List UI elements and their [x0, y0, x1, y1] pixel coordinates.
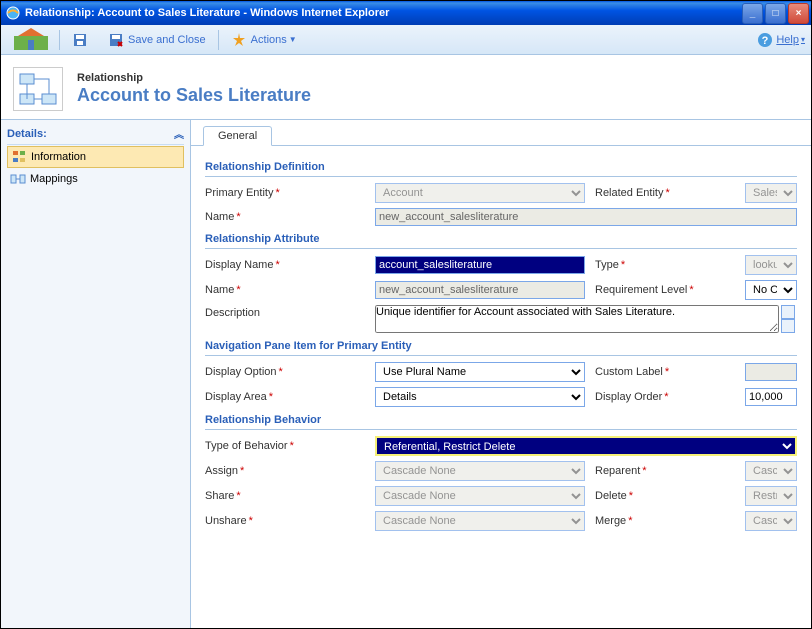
description-field[interactable]: Unique identifier for Account associated… — [375, 305, 779, 333]
dropdown-icon: ▾ — [801, 35, 805, 44]
name-field[interactable] — [375, 208, 797, 226]
desc-btn-up[interactable] — [781, 305, 795, 319]
assign-label: Assign* — [205, 465, 365, 477]
display-area-label: Display Area* — [205, 391, 365, 403]
merge-field[interactable]: Cascade All — [745, 511, 797, 531]
crm-logo — [7, 25, 55, 55]
relationship-icon — [13, 67, 63, 111]
attrname-field[interactable] — [375, 281, 585, 299]
delete-field[interactable]: Restrict — [745, 486, 797, 506]
help-label: Help — [776, 34, 799, 46]
related-entity-label: Related Entity* — [595, 187, 735, 199]
sidebar-section-label: Details: — [7, 128, 47, 140]
actions-icon — [231, 32, 247, 48]
tabstrip: General — [191, 124, 811, 146]
actions-button[interactable]: Actions ▼ — [225, 30, 303, 50]
share-field[interactable]: Cascade None — [375, 486, 585, 506]
behavior-type-row: Type of Behavior* Referential, Restrict … — [205, 436, 797, 456]
section-definition: Relationship Definition — [205, 158, 797, 177]
description-label: Description — [205, 305, 365, 319]
merge-label: Merge* — [595, 515, 735, 527]
save-icon — [72, 32, 88, 48]
window-buttons: _ □ × — [742, 3, 809, 24]
unshare-label: Unshare* — [205, 515, 365, 527]
mappings-icon — [10, 171, 26, 187]
main-panel: General Relationship Definition Primary … — [191, 120, 811, 628]
displayname-field[interactable] — [375, 256, 585, 274]
display-order-field[interactable] — [745, 388, 797, 406]
save-close-label: Save and Close — [128, 34, 206, 46]
save-close-icon — [108, 32, 124, 48]
tab-general[interactable]: General — [203, 126, 272, 146]
nav-grid: Display Option* Use Plural Name Custom L… — [205, 362, 797, 407]
attrname-label: Name* — [205, 284, 365, 296]
window: Relationship: Account to Sales Literatur… — [0, 0, 812, 629]
separator — [218, 30, 219, 50]
attribute-grid: Display Name* Type* lookup Name* Require… — [205, 255, 797, 333]
page-header: Relationship Account to Sales Literature — [1, 55, 811, 120]
displayname-label: Display Name* — [205, 259, 365, 271]
custom-label-field[interactable] — [745, 363, 797, 381]
save-button[interactable] — [66, 30, 98, 50]
separator — [59, 30, 60, 50]
maximize-button[interactable]: □ — [765, 3, 786, 24]
definition-grid: Primary Entity* Account Related Entity* … — [205, 183, 797, 226]
header-super: Relationship — [77, 72, 311, 84]
dropdown-icon: ▼ — [289, 35, 297, 44]
actions-label: Actions — [251, 34, 287, 46]
titlebar: Relationship: Account to Sales Literatur… — [1, 1, 811, 25]
sidebar-item-label: Information — [31, 151, 86, 163]
section-behavior: Relationship Behavior — [205, 411, 797, 430]
minimize-button[interactable]: _ — [742, 3, 763, 24]
header-labels: Relationship Account to Sales Literature — [77, 72, 311, 106]
type-label: Type* — [595, 259, 735, 271]
sidebar-item-information[interactable]: Information — [7, 146, 184, 168]
section-attribute: Relationship Attribute — [205, 230, 797, 249]
behavior-type-label: Type of Behavior* — [205, 440, 365, 452]
window-title: Relationship: Account to Sales Literatur… — [25, 7, 742, 19]
behavior-type-field[interactable]: Referential, Restrict Delete — [375, 436, 797, 456]
content: Details: ︽ Information Mappings General … — [1, 120, 811, 628]
sidebar-item-label: Mappings — [30, 173, 78, 185]
share-label: Share* — [205, 490, 365, 502]
primary-entity-label: Primary Entity* — [205, 187, 365, 199]
display-area-field[interactable]: Details — [375, 387, 585, 407]
description-buttons — [781, 305, 797, 333]
sidebar-item-mappings[interactable]: Mappings — [7, 169, 184, 189]
reparent-label: Reparent* — [595, 465, 735, 477]
requirement-field[interactable]: No Constraint — [745, 280, 797, 300]
help-link[interactable]: ? Help ▾ — [757, 32, 805, 48]
svg-text:?: ? — [762, 35, 769, 47]
description-wrap: Unique identifier for Account associated… — [375, 305, 797, 333]
desc-btn-down[interactable] — [781, 319, 795, 333]
sidebar: Details: ︽ Information Mappings — [1, 120, 191, 628]
display-order-label: Display Order* — [595, 391, 735, 403]
collapse-icon: ︽ — [174, 126, 184, 141]
custom-label-label: Custom Label* — [595, 366, 735, 378]
assign-field[interactable]: Cascade None — [375, 461, 585, 481]
name-label: Name* — [205, 211, 365, 223]
display-option-field[interactable]: Use Plural Name — [375, 362, 585, 382]
save-and-close-button[interactable]: Save and Close — [102, 30, 212, 50]
type-field[interactable]: lookup — [745, 255, 797, 275]
description-row: Description Unique identifier for Accoun… — [205, 305, 797, 333]
close-button[interactable]: × — [788, 3, 809, 24]
help-icon: ? — [757, 32, 773, 48]
section-nav: Navigation Pane Item for Primary Entity — [205, 337, 797, 356]
behavior-grid: Assign* Cascade None Reparent* Cascade N… — [205, 461, 797, 531]
related-entity-field[interactable]: Sales Literature — [745, 183, 797, 203]
requirement-label: Requirement Level* — [595, 284, 735, 296]
primary-entity-field[interactable]: Account — [375, 183, 585, 203]
info-icon — [11, 149, 27, 165]
reparent-field[interactable]: Cascade None — [745, 461, 797, 481]
delete-label: Delete* — [595, 490, 735, 502]
toolbar: Save and Close Actions ▼ ? Help ▾ — [1, 25, 811, 55]
ie-icon — [5, 5, 21, 21]
unshare-field[interactable]: Cascade None — [375, 511, 585, 531]
display-option-label: Display Option* — [205, 366, 365, 378]
sidebar-section-header[interactable]: Details: ︽ — [7, 124, 184, 145]
page-title: Account to Sales Literature — [77, 85, 311, 106]
form: Relationship Definition Primary Entity* … — [191, 146, 811, 628]
